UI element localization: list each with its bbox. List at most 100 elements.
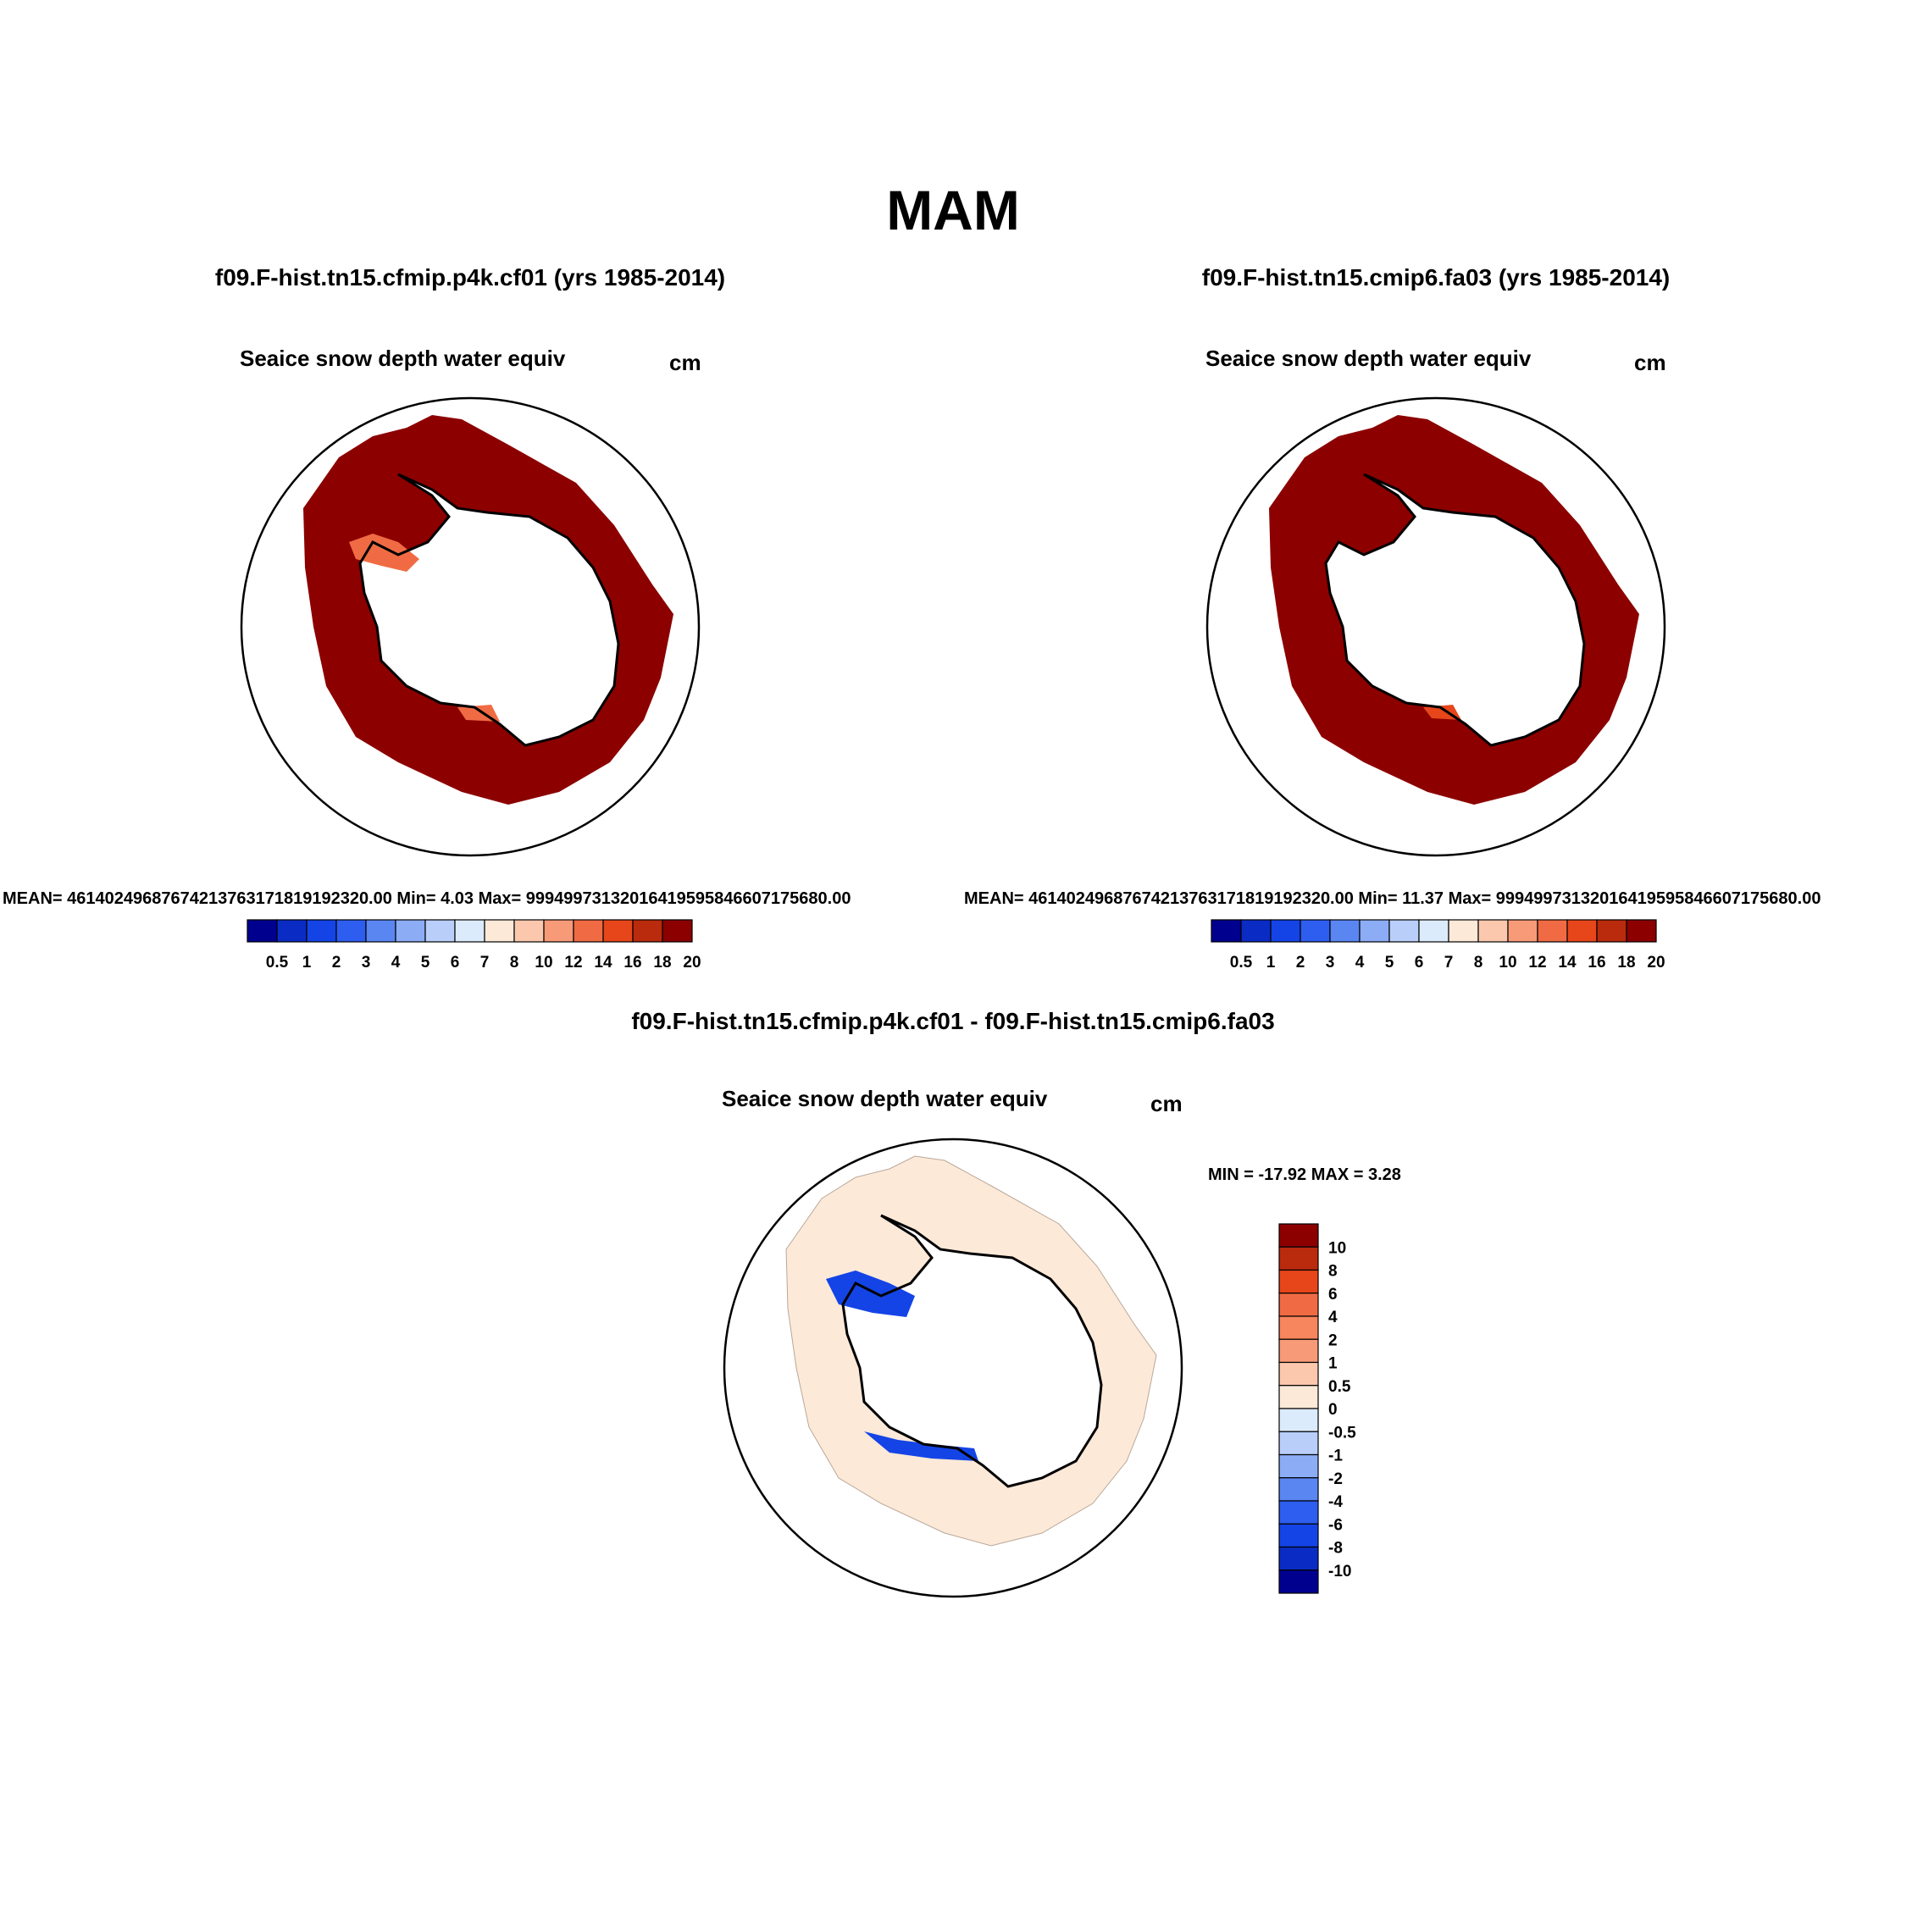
diff-colorbar-box (1278, 1269, 1319, 1294)
right-colorbar-label: 10 (1499, 954, 1516, 972)
left-antarctica-coastline (358, 473, 620, 747)
diff-colorbar-box (1278, 1315, 1319, 1340)
right-colorbar-label: 20 (1647, 954, 1665, 972)
right-colorbar-box (1300, 919, 1331, 943)
right-colorbar-box (1537, 919, 1568, 943)
left-colorbar-box (335, 919, 367, 943)
right-colorbar-box (1211, 919, 1242, 943)
diff-colorbar-box (1278, 1293, 1319, 1317)
left-colorbar-label: 3 (362, 954, 371, 972)
right-map-boundary (1205, 396, 1666, 857)
right-colorbar-box (1566, 919, 1598, 943)
right-colorbar-box (1240, 919, 1272, 943)
left-colorbar-label: 12 (564, 954, 582, 972)
left-colorbar-box (365, 919, 396, 943)
right-colorbar-label: 2 (1296, 954, 1305, 972)
right-colorbar-box (1418, 919, 1449, 943)
diff-panel-minmax: MIN = -17.92 MAX = 3.28 (1208, 1165, 1401, 1184)
diff-colorbar-box (1278, 1431, 1319, 1456)
right-colorbar-label: 16 (1588, 954, 1605, 972)
left-colorbar-box (513, 919, 545, 943)
diff-colorbar-label: -8 (1328, 1540, 1343, 1558)
right-colorbar-label: 18 (1617, 954, 1635, 972)
right-panel-units: cm (1634, 350, 1666, 375)
left-colorbar-box (247, 919, 278, 943)
left-colorbar-label: 6 (451, 954, 460, 972)
left-colorbar-box (395, 919, 426, 943)
right-colorbar: 0.5 1 2 3 4 5 6 7 8 10 12 14 16 18 20 (1211, 919, 1665, 972)
right-colorbar-label: 4 (1355, 954, 1365, 972)
diff-weddell-negative (826, 1270, 915, 1317)
diff-colorbar-box (1278, 1453, 1319, 1479)
left-colorbar-box (306, 919, 337, 943)
right-colorbar-label: 1 (1266, 954, 1276, 972)
diff-colorbar-label: 10 (1328, 1239, 1346, 1257)
left-colorbar-box (632, 919, 663, 943)
right-colorbar-box (1596, 919, 1627, 943)
diff-colorbar-box (1278, 1246, 1319, 1271)
left-colorbar-label: 16 (623, 954, 641, 972)
diff-colorbar-label: 1 (1328, 1355, 1338, 1373)
right-colorbar-label: 8 (1474, 954, 1483, 972)
right-sea-ice-field (1269, 415, 1639, 805)
left-colorbar-label: 7 (480, 954, 490, 972)
diff-colorbar: 10 8 6 4 2 1 0.5 0 -0.5 -1 -2 -4 -6 -8 -10 (1278, 1223, 1356, 1594)
left-panel-variable-title: Seaice snow depth water equiv (240, 346, 566, 371)
right-colorbar-label: 3 (1326, 954, 1335, 972)
left-colorbar-box (602, 919, 634, 943)
right-colorbar-box (1270, 919, 1301, 943)
diff-colorbar-box (1278, 1546, 1319, 1571)
diff-antarctica-coastline (841, 1214, 1103, 1488)
right-colorbar-label: 0.5 (1230, 954, 1253, 972)
right-colorbar-box (1477, 919, 1509, 943)
left-colorbar-label: 5 (421, 954, 430, 972)
left-colorbar-label: 0.5 (266, 954, 289, 972)
left-sea-ice-field (303, 415, 673, 805)
diff-ross-negative (864, 1431, 978, 1461)
diff-colorbar-label: -2 (1328, 1470, 1343, 1488)
diff-panel-title: f09.F-hist.tn15.cfmip.p4k.cf01 - f09.F-h… (631, 1008, 1275, 1034)
right-panel-variable-title: Seaice snow depth water equiv (1205, 346, 1532, 371)
diff-colorbar-label: 0.5 (1328, 1378, 1351, 1396)
diff-colorbar-label: 6 (1328, 1286, 1338, 1304)
left-weddell-low-snow (349, 534, 419, 572)
right-colorbar-box (1388, 919, 1420, 943)
diff-colorbar-box (1278, 1500, 1319, 1525)
diff-colorbar-box (1278, 1223, 1319, 1248)
left-colorbar-label: 1 (302, 954, 312, 972)
diff-colorbar-label: -10 (1328, 1563, 1351, 1580)
diff-colorbar-label: 0 (1328, 1401, 1338, 1419)
figure-title: MAM (886, 179, 1020, 241)
right-colorbar-label: 7 (1444, 954, 1454, 972)
diff-colorbar-box (1278, 1477, 1319, 1502)
diff-colorbar-label: -6 (1328, 1516, 1343, 1534)
right-colorbar-box (1626, 919, 1657, 943)
diff-colorbar-box (1278, 1523, 1319, 1548)
right-colorbar-box (1448, 919, 1479, 943)
left-colorbar-label: 14 (594, 954, 612, 972)
right-colorbar-label: 12 (1528, 954, 1546, 972)
left-colorbar-label: 10 (535, 954, 552, 972)
left-panel-case-title: f09.F-hist.tn15.cfmip.p4k.cf01 (yrs 1985… (214, 264, 726, 291)
diff-colorbar-label: 8 (1328, 1263, 1338, 1281)
left-colorbar-label: 4 (391, 954, 401, 972)
left-colorbar: 0.5 1 2 3 4 5 6 7 8 10 12 14 16 18 20 (247, 919, 701, 972)
diff-panel-variable-title: Seaice snow depth water equiv (722, 1086, 1048, 1111)
left-colorbar-box (543, 919, 574, 943)
left-panel-units: cm (669, 350, 701, 375)
left-colorbar-box (276, 919, 308, 943)
right-antarctica-coastline (1324, 473, 1586, 747)
diff-colorbar-label: -0.5 (1328, 1424, 1356, 1442)
left-colorbar-label: 20 (683, 954, 701, 972)
left-colorbar-label: 8 (510, 954, 519, 972)
left-map-boundary (240, 396, 701, 857)
diff-polar-map (723, 1138, 1183, 1598)
diff-panel-units: cm (1150, 1091, 1183, 1116)
left-panel-stats: MEAN= 46140249687674213763171819192320.0… (3, 889, 851, 908)
left-polar-map (240, 396, 701, 857)
diff-colorbar-box (1278, 1385, 1319, 1409)
left-colorbar-label: 18 (653, 954, 671, 972)
diff-colorbar-label: -1 (1328, 1448, 1343, 1465)
right-colorbar-box (1359, 919, 1390, 943)
